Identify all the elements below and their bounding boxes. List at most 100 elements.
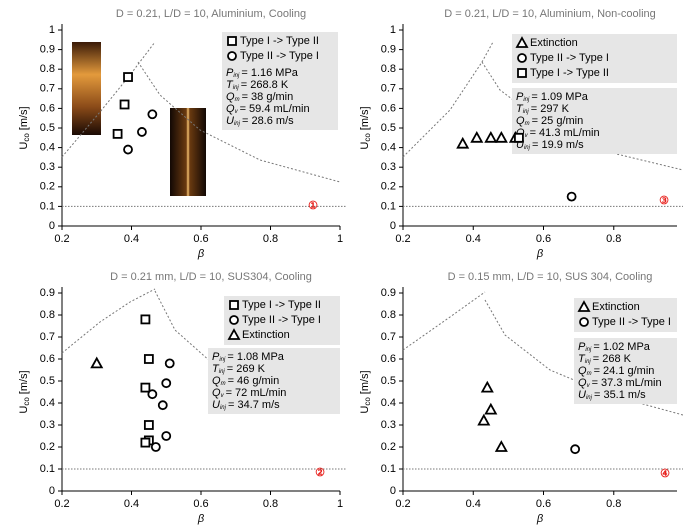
legend-label: Type I -> Type II [530,67,609,79]
y-tick-label: 0.9 [381,287,396,299]
figure: D = 0.21, L/D = 10, Aluminium, Cooling00… [0,0,683,527]
chart-title: D = 0.21, L/D = 10, Aluminium, Non-cooli… [444,8,656,20]
y-label-main: U [18,142,30,150]
param-sub: inj [233,85,240,91]
y-label-unit: [m/s] [359,106,371,130]
data-point [148,110,156,118]
data-point [496,442,506,451]
y-tick-label: 0.7 [381,331,396,343]
y-tick-label: 0.4 [40,142,55,154]
x-axis-label: β [197,248,205,260]
y-label-sub: co [363,397,372,406]
data-point [138,128,146,136]
y-tick-label: 0.6 [40,353,55,365]
legend-marker [230,316,238,324]
data-point [114,130,122,138]
y-tick-label: 0.9 [40,287,55,299]
x-tick-label: 0.8 [606,233,621,245]
legend-label: Extinction [530,37,578,49]
y-tick-label: 0.5 [381,122,396,134]
y-tick-label: 0.2 [40,441,55,453]
param-sub: m [221,381,226,387]
data-point [458,139,468,148]
y-label-unit: [m/s] [359,370,371,394]
y-tick-label: 0.1 [381,463,396,475]
param-text: = 41.3 mL/min [530,127,600,139]
x-tick-label: 0.6 [193,233,208,245]
param-sub: inj [219,369,226,375]
y-tick-label: 0.3 [381,419,396,431]
data-point [568,193,576,201]
data-point [159,401,167,409]
param-text: = 19.9 m/s [532,139,584,151]
y-tick-label: 0.7 [40,83,55,95]
y-tick-label: 0.8 [381,309,396,321]
param-text: = 25 g/min [532,115,584,127]
data-point [92,358,102,367]
y-tick-label: 0.7 [381,83,396,95]
y-label-unit: [m/s] [18,106,30,130]
flame-photo [170,108,206,196]
param-sub: inj [585,359,592,365]
data-point [124,146,132,154]
legend-label: Type I -> Type II [242,299,321,311]
data-point [482,383,492,392]
x-tick-label: 0.4 [124,498,139,510]
data-point [145,421,153,429]
x-tick-label: 0.4 [124,233,139,245]
chart-title: D = 0.15 mm, L/D = 10, SUS 304, Cooling [448,271,653,283]
y-axis-label: Uco [m/s] [18,106,31,149]
param-text: = 38 g/min [242,91,294,103]
param-text: = 268 K [593,353,632,365]
x-tick-label: 0.8 [263,233,278,245]
y-tick-label: 0.1 [40,463,55,475]
legend-marker [228,37,236,45]
y-tick-label: 0.4 [381,142,396,154]
legend-label: Type II -> Type I [592,316,671,328]
param-sub: inj [585,347,592,353]
y-tick-label: 0.6 [381,353,396,365]
x-tick-label: 0.2 [54,498,69,510]
legend-label: Extinction [592,301,640,313]
param-symbol: U [226,115,234,127]
data-point [141,384,149,392]
data-point [486,133,496,142]
param-sub: inj [524,145,531,151]
param-sub: inj [586,395,593,401]
flame-photo [72,42,101,135]
x-tick-label: 1 [337,233,343,245]
x-axis-label: β [536,513,544,525]
y-tick-label: 0.9 [381,44,396,56]
data-point [152,443,160,451]
x-tick-label: 0.6 [536,233,551,245]
y-tick-label: 0 [49,485,55,497]
x-tick-label: 0.2 [395,233,410,245]
param-symbol: U [212,399,220,411]
y-tick-label: 0.1 [381,200,396,212]
x-axis-label: β [536,248,544,260]
data-point [496,133,506,142]
y-tick-label: 0.5 [40,122,55,134]
data-point [145,355,153,363]
y-tick-label: 0.4 [381,397,396,409]
legend-marker [518,54,526,62]
param-text: = 35.1 m/s [594,389,646,401]
y-tick-label: 0.3 [40,419,55,431]
y-label-main: U [359,142,371,150]
y-tick-label: 0.8 [381,63,396,75]
x-tick-label: 0.6 [193,498,208,510]
data-point [141,439,149,447]
y-tick-label: 0.2 [381,441,396,453]
y-label-sub: co [22,133,31,142]
param-text: = 46 g/min [228,375,280,387]
legend-marker [228,52,236,60]
legend-marker [230,301,238,309]
panel-number: ① [308,200,318,212]
y-tick-label: 0 [49,220,55,232]
param-text: = 1.02 MPa [593,341,650,353]
param-sub: inj [220,405,227,411]
y-tick-label: 0 [390,485,396,497]
x-tick-label: 0.4 [466,498,481,510]
data-point [121,100,129,108]
param-text: = 1.09 MPa [531,91,588,103]
